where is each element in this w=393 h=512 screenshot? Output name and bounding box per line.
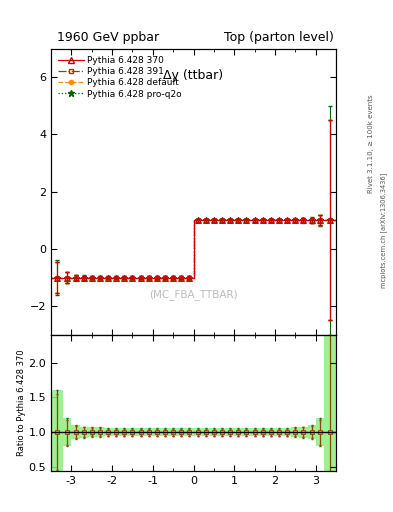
Y-axis label: Ratio to Pythia 6.428 370: Ratio to Pythia 6.428 370 [17,350,26,456]
Text: 1960 GeV ppbar: 1960 GeV ppbar [57,31,159,44]
Legend: Pythia 6.428 370, Pythia 6.428 391, Pythia 6.428 default, Pythia 6.428 pro-q2o: Pythia 6.428 370, Pythia 6.428 391, Pyth… [55,53,185,101]
Text: mcplots.cern.ch [arXiv:1306.3436]: mcplots.cern.ch [arXiv:1306.3436] [380,173,387,288]
Text: Top (parton level): Top (parton level) [224,31,334,44]
Text: Rivet 3.1.10, ≥ 100k events: Rivet 3.1.10, ≥ 100k events [368,94,375,193]
Text: (MC_FBA_TTBAR): (MC_FBA_TTBAR) [149,290,238,301]
Text: Δy (ttbar): Δy (ttbar) [163,69,224,82]
